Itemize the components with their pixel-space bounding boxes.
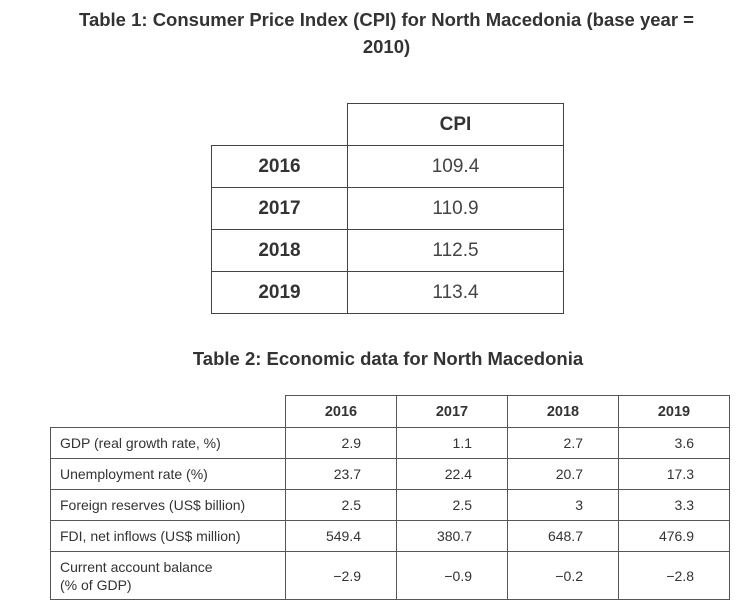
table-row: 2019 113.4 [211, 271, 564, 314]
economic-table-corner [50, 395, 286, 428]
cell-value: 2.5 [285, 489, 397, 521]
row-label: FDI, net inflows (US$ million) [50, 520, 286, 552]
year-header: 2017 [396, 395, 508, 428]
cpi-value: 109.4 [347, 145, 564, 188]
cell-value: 3.3 [618, 489, 730, 521]
cell-value: 1.1 [396, 427, 508, 459]
cell-value: 549.4 [285, 520, 397, 552]
cell-value: 648.7 [507, 520, 619, 552]
row-label-line1: Current account balance [60, 558, 213, 575]
row-label: GDP (real growth rate, %) [50, 427, 286, 459]
table-row: 2016 109.4 [211, 145, 564, 188]
cell-value: 3.6 [618, 427, 730, 459]
table1-title: Table 1: Consumer Price Index (CPI) for … [44, 6, 729, 60]
cell-value: 476.9 [618, 520, 730, 552]
year-header: 2019 [618, 395, 730, 428]
cell-value: 2.9 [285, 427, 397, 459]
cell-value: −2.8 [618, 551, 730, 600]
cell-value: 380.7 [396, 520, 508, 552]
table-row: 2017 110.9 [211, 187, 564, 230]
cpi-year: 2016 [211, 145, 348, 188]
cpi-year: 2018 [211, 229, 348, 272]
table-row: 2018 112.5 [211, 229, 564, 272]
table-row: GDP (real growth rate, %) 2.9 1.1 2.7 3.… [50, 427, 730, 459]
cpi-table: CPI 2016 109.4 2017 110.9 2018 112.5 201… [211, 103, 564, 314]
cpi-table-header-row: CPI [212, 103, 564, 146]
cpi-year: 2017 [211, 187, 348, 230]
cell-value: 2.7 [507, 427, 619, 459]
table1-title-line1: Table 1: Consumer Price Index (CPI) for … [79, 9, 694, 30]
cell-value: 2.5 [396, 489, 508, 521]
cell-value: 22.4 [396, 458, 508, 490]
cpi-value: 110.9 [347, 187, 564, 230]
table1-title-line2: 2010) [362, 36, 411, 57]
cpi-column-header: CPI [347, 103, 564, 146]
cell-value: −2.9 [285, 551, 397, 600]
cpi-value: 112.5 [347, 229, 564, 272]
cpi-value: 113.4 [347, 271, 564, 314]
cell-value: 23.7 [285, 458, 397, 490]
year-header: 2018 [507, 395, 619, 428]
cell-value: −0.2 [507, 551, 619, 600]
cell-value: −0.9 [396, 551, 508, 600]
row-label: Foreign reserves (US$ billion) [50, 489, 286, 521]
row-label-line2: (% of GDP) [60, 576, 132, 593]
table2-title: Table 2: Economic data for North Macedon… [192, 348, 584, 369]
cell-value: 20.7 [507, 458, 619, 490]
table-row: Current account balance (% of GDP) −2.9 … [50, 551, 730, 600]
cell-value: 17.3 [618, 458, 730, 490]
table-row: Unemployment rate (%) 23.7 22.4 20.7 17.… [50, 458, 730, 490]
cpi-year: 2019 [211, 271, 348, 314]
economic-data-table: 2016 2017 2018 2019 GDP (real growth rat… [50, 395, 730, 600]
row-label: Current account balance (% of GDP) [50, 551, 286, 600]
cell-value: 3 [507, 489, 619, 521]
cpi-table-corner [212, 104, 348, 146]
year-header: 2016 [285, 395, 397, 428]
economic-table-header-row: 2016 2017 2018 2019 [50, 395, 730, 428]
row-label: Unemployment rate (%) [50, 458, 286, 490]
table-row: FDI, net inflows (US$ million) 549.4 380… [50, 520, 730, 552]
table-row: Foreign reserves (US$ billion) 2.5 2.5 3… [50, 489, 730, 521]
